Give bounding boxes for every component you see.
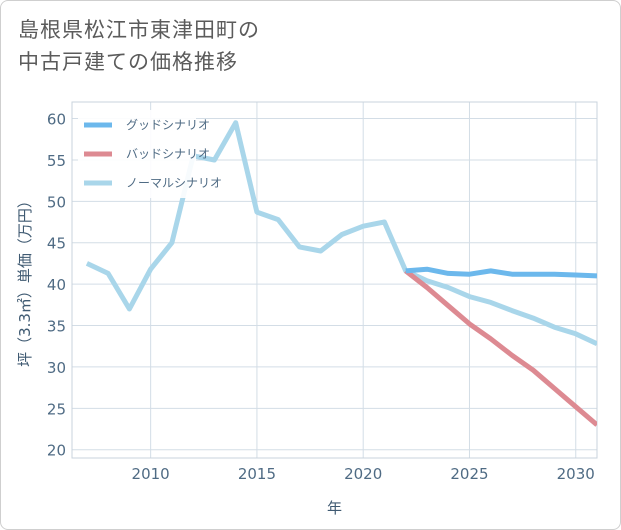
- y-axis-label: 坪（3.3㎡）単価（万円）: [16, 193, 34, 367]
- y-tick-label: 50: [47, 193, 66, 211]
- chart-title-line-2: 中古戸建ての価格推移: [18, 50, 238, 74]
- plot-border: [71, 101, 598, 459]
- y-tick-label: 30: [47, 359, 66, 377]
- y-tick-label: 45: [47, 235, 66, 253]
- series-lines: [85, 120, 597, 427]
- y-tick-label: 35: [47, 318, 66, 336]
- x-tick-label: 2030: [557, 465, 595, 483]
- series-line-good: [405, 266, 597, 279]
- y-tick-label: 20: [47, 442, 66, 460]
- legend-label-bad: バッドシナリオ: [126, 147, 210, 161]
- legend-label-normal: ノーマルシナリオ: [126, 176, 222, 190]
- legend-label-good: グッドシナリオ: [126, 118, 210, 132]
- x-tick-label: 2015: [238, 465, 276, 483]
- x-tick-label: 2020: [344, 465, 382, 483]
- series-line-normal: [85, 120, 597, 346]
- y-tick-label: 60: [47, 111, 66, 129]
- x-tick-label: 2025: [450, 465, 488, 483]
- y-tick-label: 25: [47, 400, 66, 418]
- x-axis-label: 年: [327, 499, 342, 517]
- y-tick-label: 55: [47, 152, 66, 170]
- chart-title: 島根県松江市東津田町の 中古戸建ての価格推移: [18, 14, 578, 78]
- x-tick-label: 2010: [132, 465, 170, 483]
- series-line-bad: [404, 268, 597, 427]
- y-tick-label: 40: [47, 276, 66, 294]
- chart-title-line-1: 島根県松江市東津田町の: [18, 18, 260, 42]
